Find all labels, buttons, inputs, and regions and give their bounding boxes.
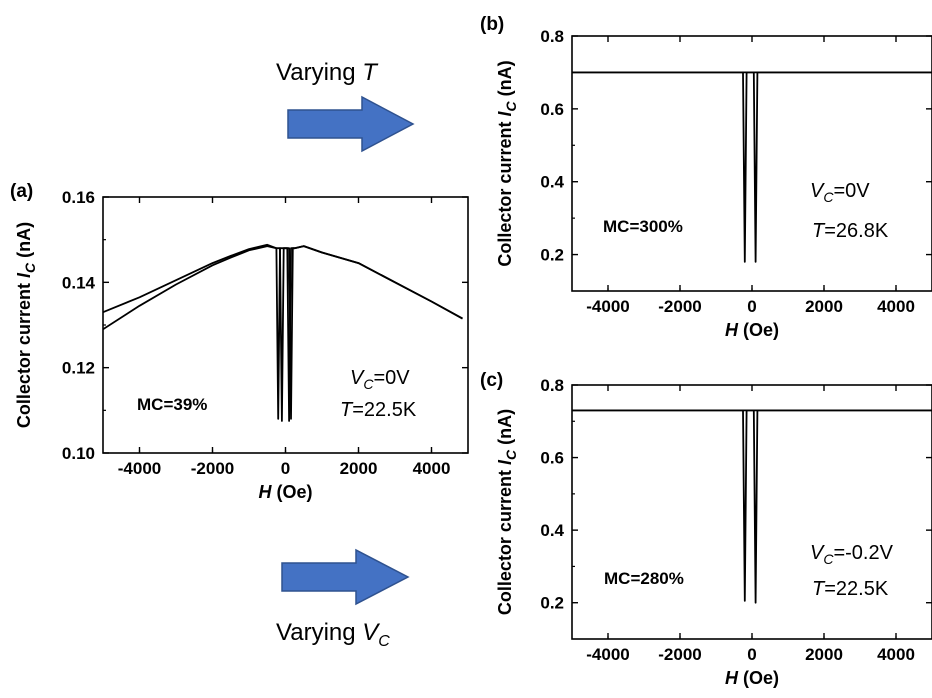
- y-tick-label: 0.8: [540, 376, 564, 395]
- plot-frame: [571, 384, 932, 640]
- x-tick-label: -2000: [658, 645, 701, 664]
- x-tick-label: 2000: [340, 459, 378, 478]
- y-tick-label: 0.8: [540, 27, 564, 46]
- arrow-right-icon: [287, 95, 415, 153]
- panel-label-c: (c): [480, 370, 503, 391]
- vc-label: VC=0V: [350, 367, 410, 392]
- vc-label: VC=-0.2V: [810, 542, 894, 567]
- x-axis-label: H (Oe): [725, 668, 779, 688]
- temperature-label: T=22.5K: [340, 399, 417, 421]
- mc-label: MC=39%: [137, 395, 207, 414]
- panel-label-b: (b): [480, 14, 504, 35]
- x-tick-label: 0: [747, 645, 756, 664]
- x-tick-label: 0: [281, 459, 290, 478]
- x-tick-label: -2000: [191, 459, 234, 478]
- panel-label-a: (a): [10, 181, 33, 202]
- varying-vc-annotation: Varying VC: [276, 619, 390, 650]
- x-tick-label: -2000: [658, 297, 701, 316]
- y-axis-label: Collector current IC (nA): [495, 60, 519, 266]
- chart-panel-b: -4000 -2000 0 2000 4000 0.2 0.4 0.6 0.8 H (Oe) Col…: [480, 14, 932, 340]
- arrow-right-icon: [281, 548, 410, 606]
- mc-label: MC=300%: [603, 217, 683, 236]
- x-tick-label: -4000: [586, 645, 629, 664]
- y-tick-label: 0.2: [540, 246, 564, 265]
- mc-label: MC=280%: [604, 569, 684, 588]
- x-tick-label: -4000: [118, 459, 161, 478]
- x-tick-label: 0: [747, 297, 756, 316]
- y-tick-label: 0.6: [540, 449, 564, 468]
- x-axis-label: H (Oe): [258, 482, 312, 502]
- y-axis-label: Collector current IC (nA): [495, 409, 519, 615]
- series-line-2: [103, 243, 463, 422]
- temperature-label: T=26.8K: [812, 220, 889, 242]
- x-tick-label: -4000: [586, 297, 629, 316]
- x-tick-label: 2000: [805, 645, 843, 664]
- x-tick-label: 4000: [877, 645, 915, 664]
- x-tick-label: 4000: [413, 459, 451, 478]
- chart-panel-c: -4000 -2000 0 2000 4000 0.2 0.4 0.6 0.8 H (Oe) Col…: [480, 370, 932, 688]
- vc-label: VC=0V: [810, 180, 870, 205]
- chart-panel-a: -4000 -2000 0 2000 4000 0.10 0.12 0.14 0.16 H (Oe…: [10, 181, 469, 502]
- y-tick-label: 0.4: [540, 521, 564, 540]
- plot-frame: [571, 35, 932, 292]
- y-tick-label: 0.14: [62, 273, 96, 292]
- y-axis-label: Collector current IC (nA): [14, 222, 38, 428]
- series-line-2: [572, 71, 932, 263]
- y-tick-label: 0.12: [62, 359, 95, 378]
- x-tick-label: 4000: [877, 297, 915, 316]
- x-axis-label: H (Oe): [725, 320, 779, 340]
- temperature-label: T=22.5K: [812, 578, 889, 600]
- y-tick-label: 0.6: [540, 100, 564, 119]
- x-tick-label: 2000: [805, 297, 843, 316]
- varying-t-annotation: Varying T: [276, 59, 379, 86]
- y-tick-label: 0.10: [62, 444, 95, 463]
- y-tick-label: 0.16: [62, 188, 95, 207]
- series-line-2: [572, 409, 932, 604]
- y-tick-label: 0.4: [540, 173, 564, 192]
- y-tick-label: 0.2: [540, 594, 564, 613]
